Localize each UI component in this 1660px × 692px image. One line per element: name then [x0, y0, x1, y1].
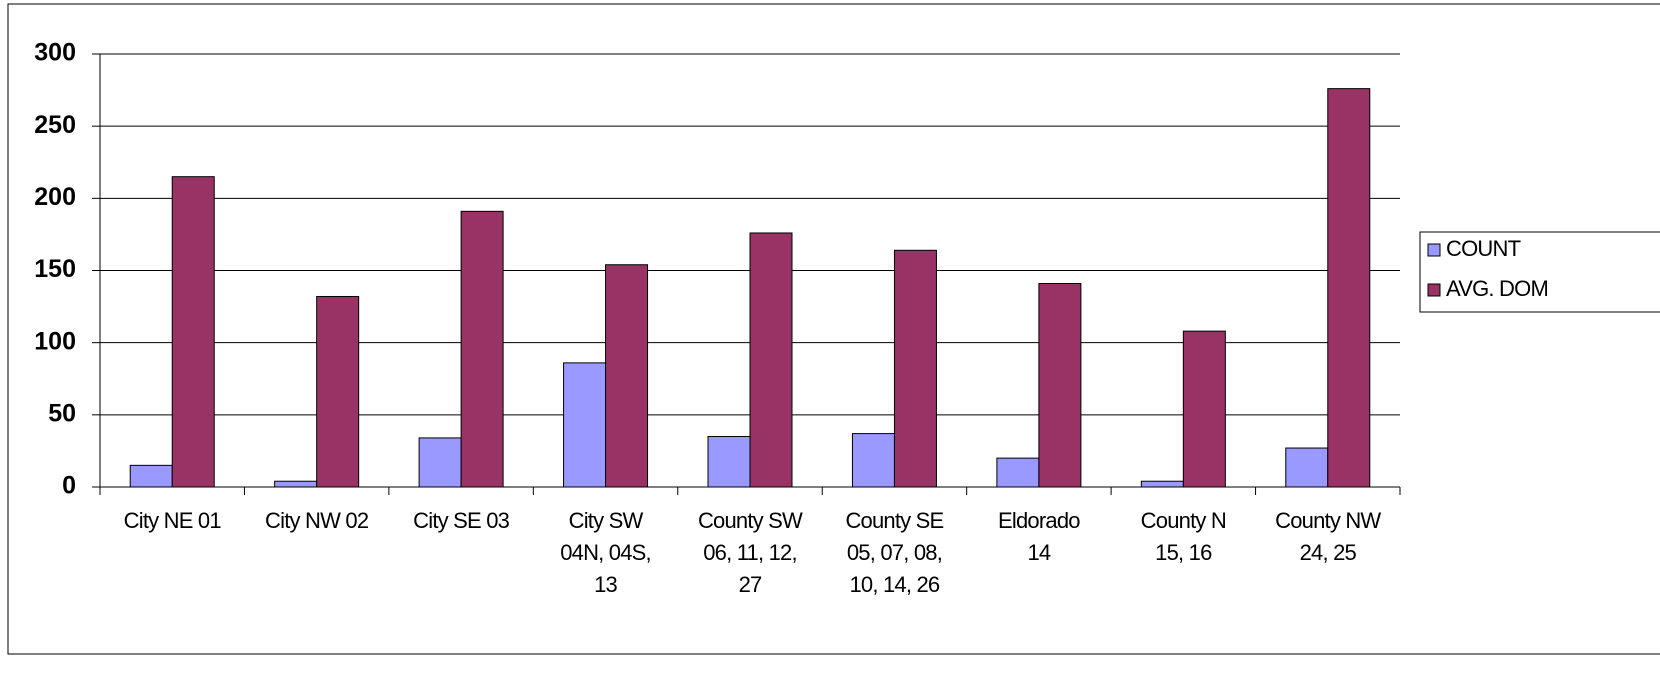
legend-label: AVG. DOM — [1446, 276, 1548, 301]
chart-border — [7, 3, 1660, 655]
x-tick-label: County SE 05, 07, 08, 10, 14, 26 — [845, 508, 944, 597]
y-tick-label: 250 — [34, 111, 76, 139]
x-tick-label: Eldorado 14 — [998, 508, 1080, 565]
x-tick-label: City SW 04N, 04S, 13 — [560, 508, 651, 597]
bar — [1285, 447, 1329, 488]
y-tick-label: 300 — [34, 39, 76, 67]
bar — [749, 232, 793, 488]
bar — [563, 362, 607, 488]
bar — [171, 176, 215, 488]
bar — [274, 480, 318, 488]
bar — [418, 437, 462, 488]
y-tick-label: 200 — [34, 183, 76, 211]
bar — [1038, 282, 1082, 488]
legend-label: COUNT — [1446, 236, 1521, 261]
legend-swatch — [1427, 243, 1441, 257]
y-tick-label: 0 — [62, 472, 76, 500]
bar — [851, 433, 895, 488]
bar — [1140, 480, 1184, 488]
bar — [316, 295, 360, 488]
bar — [460, 210, 504, 488]
bar — [1182, 330, 1226, 488]
x-tick-label: City SE 03 — [413, 508, 510, 533]
x-tick-label: County SW 06, 11, 12, 27 — [697, 508, 803, 597]
y-tick-label: 100 — [34, 327, 76, 355]
legend-box — [1419, 231, 1660, 313]
bar — [996, 457, 1040, 488]
bar — [893, 249, 937, 488]
x-tick-label: City NW 02 — [265, 508, 369, 533]
bar — [1327, 88, 1371, 488]
x-tick-label: City NE 01 — [123, 508, 222, 533]
bar — [129, 464, 173, 488]
legend-swatch — [1427, 283, 1441, 297]
y-tick-label: 150 — [34, 255, 76, 283]
bar — [707, 435, 751, 488]
x-tick-label: County N 15, 16 — [1140, 508, 1227, 565]
y-tick-label: 50 — [48, 399, 76, 427]
bar — [605, 264, 649, 488]
x-tick-label: County NW 24, 25 — [1275, 508, 1381, 565]
